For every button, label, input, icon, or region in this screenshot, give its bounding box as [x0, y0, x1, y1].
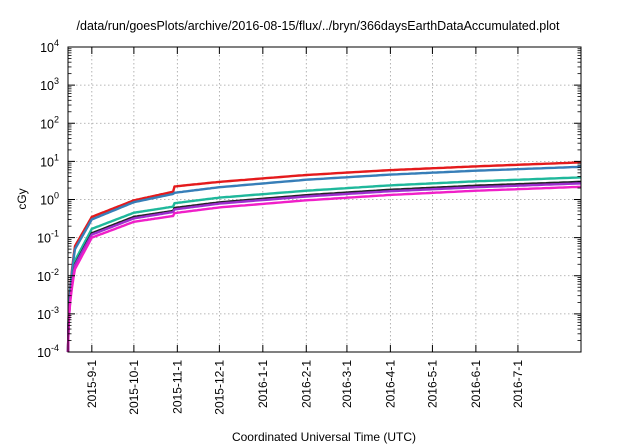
x-tick-label: 2016-5-1 — [425, 360, 439, 408]
x-tick-label: 2016-3-1 — [340, 360, 354, 408]
series-line — [66, 185, 582, 353]
y-tick-label: 104 — [40, 38, 59, 55]
y-tick-label: 10-3 — [37, 305, 59, 322]
x-tick-label: 2015-12-1 — [212, 360, 226, 415]
x-tick-label: 2016-4-1 — [383, 360, 397, 408]
x-tick-label: 2015-9-1 — [85, 360, 99, 408]
data-series — [66, 161, 582, 353]
y-tick-label: 10-4 — [37, 343, 59, 360]
x-tick-label: 2016-1-1 — [256, 360, 270, 408]
x-axis-label: Coordinated Universal Time (UTC) — [232, 430, 416, 444]
y-tick-label: 10-2 — [37, 267, 59, 284]
y-tick-label: 102 — [40, 114, 59, 131]
x-tick-label: 2016-7-1 — [511, 360, 525, 408]
y-tick-label: 10-1 — [37, 229, 59, 246]
y-tick-label: 103 — [40, 76, 59, 93]
x-tick-label: 2015-11-1 — [170, 360, 184, 414]
x-tick-label: 2016-6-1 — [469, 360, 483, 408]
x-tick-label: 2015-10-1 — [127, 360, 141, 415]
series-line — [66, 182, 582, 353]
y-tick-label: 100 — [40, 191, 59, 208]
y-axis-label: cGy — [15, 188, 29, 209]
chart-title: /data/run/goesPlots/archive/2016-08-15/f… — [77, 19, 560, 33]
series-line — [66, 165, 582, 353]
series-line — [66, 176, 582, 353]
series-line — [66, 161, 582, 353]
x-tick-label: 2016-2-1 — [299, 360, 313, 408]
y-tick-label: 101 — [40, 152, 59, 169]
axes: 10-4 10-3 10-2 10-1 100 101 102 103 104 2015-9-1 2… — [37, 38, 581, 415]
series-line — [66, 180, 582, 353]
